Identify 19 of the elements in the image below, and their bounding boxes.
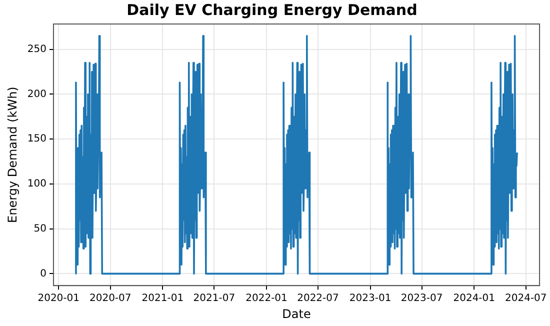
x-axis-title: Date (282, 306, 311, 321)
y-tick-label: 50 (34, 223, 46, 234)
y-tick-label: 150 (27, 134, 46, 145)
x-tick-label: 2022-01 (246, 293, 288, 304)
y-tick-label: 100 (27, 178, 46, 190)
x-tick-label: 2024-07 (504, 293, 547, 304)
y-tick-label: 250 (27, 44, 46, 55)
x-tick-label: 2020-01 (38, 293, 80, 304)
y-axis-title: Energy Demand (kWh) (5, 86, 20, 223)
x-tick-label: 2023-01 (349, 293, 392, 304)
x-tick-label: 2022-07 (297, 293, 339, 304)
x-tick-label: 2024-01 (453, 293, 496, 304)
x-tick-label: 2021-07 (193, 293, 236, 304)
x-tick-label: 2020-07 (89, 293, 132, 304)
x-tick-label: 2021-01 (142, 293, 184, 304)
y-tick-label: 0 (40, 268, 46, 280)
x-tick-label: 2023-07 (400, 293, 443, 304)
chart-title: Daily EV Charging Energy Demand (126, 0, 418, 19)
y-tick-label: 200 (27, 88, 46, 100)
